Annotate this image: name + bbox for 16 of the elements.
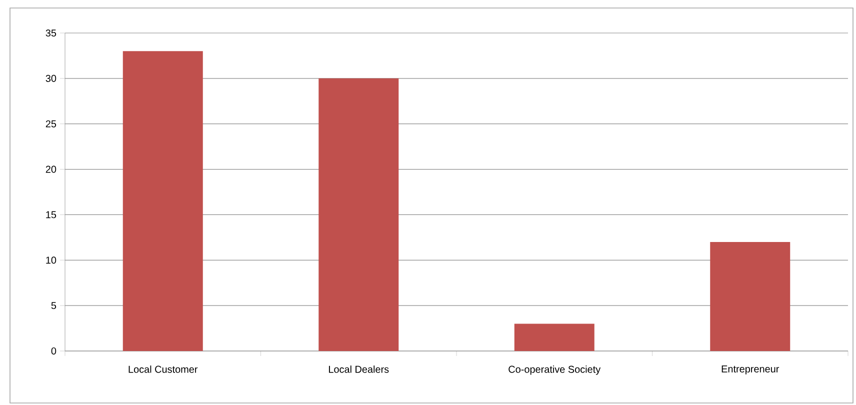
y-tick-label: 0 xyxy=(51,347,56,355)
bar xyxy=(514,324,594,351)
y-tick-label: 10 xyxy=(46,256,56,264)
y-tick-label: 15 xyxy=(46,211,56,218)
bar xyxy=(318,78,399,351)
bar xyxy=(122,51,203,351)
y-tick-label: 35 xyxy=(46,29,56,37)
y-tick-label: 25 xyxy=(46,120,56,128)
x-tick-label: Local Customer xyxy=(128,366,198,373)
bar xyxy=(710,242,790,351)
x-tick-label: Entrepreneur xyxy=(722,366,780,374)
y-tick-label: 20 xyxy=(46,166,56,173)
x-tick-label: Co-operative Society xyxy=(508,366,601,375)
y-tick-label: 30 xyxy=(46,74,56,82)
x-tick-label: Local Dealers xyxy=(328,366,389,373)
y-tick-label: 5 xyxy=(51,302,56,310)
